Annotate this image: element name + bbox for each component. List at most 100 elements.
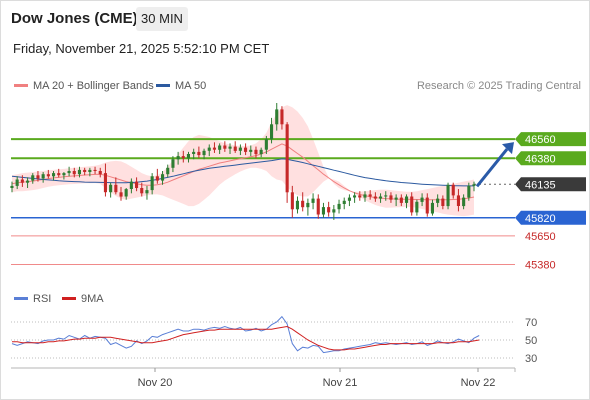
candle-body [67, 171, 71, 174]
candle-body [124, 189, 128, 197]
candle-body [290, 192, 294, 210]
candle-body [363, 194, 367, 198]
level-label: 46560 [525, 134, 556, 146]
level-tag-resistance [515, 132, 586, 147]
candle-body [46, 174, 50, 177]
candle-body [207, 147, 211, 151]
level-label: 45820 [525, 213, 556, 225]
candle-body [238, 147, 242, 151]
candle-body [93, 169, 97, 171]
candle-body [332, 209, 336, 213]
ma50-swatch [156, 83, 170, 87]
legend-rsi-ma: 9MA [62, 293, 104, 305]
rsi-tick-label: 70 [525, 317, 537, 329]
candle-body [301, 200, 305, 208]
candle-body [254, 149, 258, 155]
candle-body [186, 154, 190, 159]
bollinger-band [12, 105, 474, 217]
candle-body [347, 197, 351, 201]
ma50-line [11, 158, 474, 187]
candle-body [342, 200, 346, 204]
candle-body [316, 198, 320, 215]
legend-ma50: MA 50 [156, 80, 206, 92]
candle-body [57, 173, 61, 176]
candle-body [311, 198, 315, 203]
candle-body [83, 169, 87, 172]
candle-body [20, 179, 24, 183]
x-axis-label: Nov 21 [323, 377, 358, 389]
candle-body [176, 156, 180, 160]
candle-body [358, 195, 362, 198]
candle-body [98, 171, 102, 175]
ma20-swatch [14, 83, 28, 87]
legend-ma20-label: MA 20 + Bollinger Bands [33, 80, 154, 92]
research-credit: Research © 2025 Trading Central [416, 80, 581, 92]
candle-body [430, 202, 434, 214]
candle-body [384, 195, 388, 197]
rsi-tick-label: 50 [525, 335, 537, 347]
candle-body [368, 194, 372, 197]
candle-body [161, 174, 165, 181]
candle-body [410, 196, 414, 213]
level-label: 46135 [525, 179, 556, 191]
candle-body [10, 185, 14, 188]
candle-body [399, 197, 403, 203]
rsi-ma-swatch [62, 296, 76, 300]
candle-body [15, 179, 19, 186]
candle-body [456, 195, 460, 206]
level-label: 45650 [525, 231, 556, 243]
candle-body [166, 167, 170, 175]
candle-body [321, 207, 325, 215]
candle-body [218, 145, 222, 150]
candle-body [244, 147, 248, 152]
candle-body [109, 184, 113, 193]
candle-body [467, 185, 471, 198]
legend-rsi: RSI [14, 293, 51, 305]
candle-body [192, 151, 196, 154]
candle-body [41, 174, 45, 179]
candle-body [373, 196, 377, 199]
candle-body [140, 188, 144, 194]
level-label: 46380 [525, 153, 556, 165]
candle-body [415, 201, 419, 213]
candle-body [31, 175, 35, 181]
chart-datetime: Friday, November 21, 2025 5:52:10 PM CET [13, 41, 270, 56]
rsi-swatch [14, 296, 28, 300]
candle-body [405, 196, 409, 203]
instrument-title: Dow Jones (CME) [11, 10, 138, 27]
candle-body [306, 202, 310, 208]
candle-body [280, 109, 284, 125]
timeframe-button[interactable]: 30 MIN [136, 7, 188, 31]
legend-rsi-label: RSI [33, 293, 52, 305]
candle-body [327, 207, 331, 213]
level-tag-resistance [515, 151, 586, 166]
candle-body [72, 171, 76, 175]
candle-body [135, 181, 139, 188]
candle-body [52, 173, 56, 177]
candle-body [155, 176, 159, 181]
header-bar: Dow Jones (CME) 30 MIN [0, 0, 590, 38]
candle-body [150, 176, 154, 191]
legend-rsi-ma-label: 9MA [81, 293, 104, 305]
candle-body [285, 124, 289, 193]
forecast-arrow-head [502, 142, 514, 155]
candle-body [389, 195, 393, 200]
candle-body [259, 149, 263, 155]
candle-body [394, 197, 398, 200]
candle-body [223, 145, 227, 149]
candle-body [337, 203, 341, 210]
candle-body [353, 195, 357, 198]
candle-body [295, 200, 299, 210]
candle-body [249, 149, 253, 152]
forecast-arrow-shaft [475, 148, 509, 188]
candle-body [379, 196, 383, 199]
candle-body [420, 197, 424, 202]
rsi-ma-line [12, 325, 480, 351]
candle-body [436, 198, 440, 203]
x-axis-label: Nov 20 [138, 377, 173, 389]
level-tag-current [515, 177, 586, 192]
candle-body [425, 197, 429, 214]
candle-body [103, 173, 107, 193]
candle-body [145, 190, 149, 194]
candle-body [441, 198, 445, 206]
